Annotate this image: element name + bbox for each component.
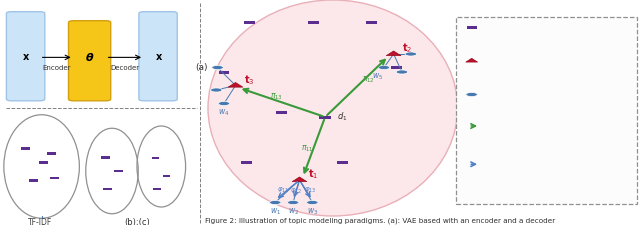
Text: : word embedding (trainable): : word embedding (trainable) <box>482 91 579 98</box>
Text: $\pi_{13}$: $\pi_{13}$ <box>270 92 283 102</box>
Circle shape <box>378 65 390 70</box>
Text: (transport plan from $\mathbf{t}_k$ to $\mathbf{w}_j$): (transport plan from $\mathbf{t}_k$ to $… <box>482 162 573 173</box>
Text: (b);(c): (b);(c) <box>125 218 150 225</box>
Text: $\mathbf{t}_3$: $\mathbf{t}_3$ <box>244 73 254 87</box>
Bar <box>152 157 159 159</box>
Bar <box>337 161 348 164</box>
Circle shape <box>396 70 408 74</box>
Circle shape <box>218 101 230 106</box>
Bar <box>101 156 110 159</box>
Bar <box>319 115 332 119</box>
Text: $w_4$: $w_4$ <box>218 107 230 118</box>
Text: $d_1$: $d_1$ <box>337 111 347 123</box>
Text: : semantic relation: : semantic relation <box>482 157 543 163</box>
Text: $\pi_{12}$: $\pi_{12}$ <box>362 75 374 85</box>
Bar <box>218 71 230 74</box>
Text: $\pi_{11}$: $\pi_{11}$ <box>301 143 314 154</box>
Bar <box>244 21 255 24</box>
Text: $\mathbf{x}$: $\mathbf{x}$ <box>22 52 29 62</box>
FancyBboxPatch shape <box>139 12 177 101</box>
Circle shape <box>211 88 222 92</box>
Text: $\boldsymbol{\theta}$: $\boldsymbol{\theta}$ <box>85 51 94 63</box>
Bar <box>163 175 170 177</box>
Bar <box>153 188 161 190</box>
Circle shape <box>307 200 318 205</box>
Text: Decoder: Decoder <box>110 65 140 70</box>
Bar <box>114 170 123 172</box>
Bar <box>50 177 59 179</box>
Bar <box>276 111 287 115</box>
Ellipse shape <box>208 0 458 216</box>
Polygon shape <box>386 51 401 56</box>
Circle shape <box>287 200 299 205</box>
Text: : topic embedding (trainable): : topic embedding (trainable) <box>482 58 579 64</box>
Polygon shape <box>466 58 477 62</box>
Circle shape <box>269 200 281 205</box>
Text: $\mathbf{x}$: $\mathbf{x}$ <box>155 52 163 62</box>
Bar <box>308 21 319 24</box>
Text: Encoder: Encoder <box>42 65 70 70</box>
Bar <box>47 152 56 155</box>
Text: (transport plan from $\mathbf{d}_i$ to $\mathbf{t}_k$): (transport plan from $\mathbf{d}_i$ to $… <box>482 125 572 134</box>
Circle shape <box>212 65 223 70</box>
Text: : doc embedding (pretrained, freeze): : doc embedding (pretrained, freeze) <box>482 24 604 30</box>
Text: $\mathbf{t}_2$: $\mathbf{t}_2$ <box>402 41 412 55</box>
Bar <box>392 66 403 69</box>
Text: $\varphi_{13}$: $\varphi_{13}$ <box>303 186 316 195</box>
Text: $w_3$: $w_3$ <box>307 206 318 217</box>
Bar <box>467 26 477 29</box>
Bar <box>241 161 252 164</box>
Bar <box>104 188 112 190</box>
FancyBboxPatch shape <box>6 12 45 101</box>
Circle shape <box>466 92 477 97</box>
Bar <box>29 179 38 182</box>
Text: $\mathbf{t}_1$: $\mathbf{t}_1$ <box>308 167 318 181</box>
FancyBboxPatch shape <box>456 17 637 204</box>
Text: $w_5$: $w_5$ <box>372 71 383 82</box>
Polygon shape <box>292 177 307 182</box>
FancyBboxPatch shape <box>68 21 111 101</box>
Circle shape <box>405 52 417 56</box>
Text: $w_2$: $w_2$ <box>287 206 299 217</box>
Text: $\varphi_{12}$: $\varphi_{12}$ <box>290 187 303 196</box>
Bar <box>39 161 48 164</box>
Text: $\varphi_{11}$: $\varphi_{11}$ <box>277 186 290 195</box>
Text: (a): (a) <box>195 63 208 72</box>
Bar <box>21 147 30 150</box>
Text: TF-IDF: TF-IDF <box>28 218 52 225</box>
Text: $w_1$: $w_1$ <box>269 206 281 217</box>
Text: topic: topic <box>31 224 50 225</box>
Bar <box>366 21 376 24</box>
Polygon shape <box>228 82 243 87</box>
Text: : semantic relation: : semantic relation <box>482 119 543 124</box>
Text: Figure 2: Illustration of topic modeling paradigms. (a): VAE based with an encod: Figure 2: Illustration of topic modeling… <box>205 217 555 224</box>
